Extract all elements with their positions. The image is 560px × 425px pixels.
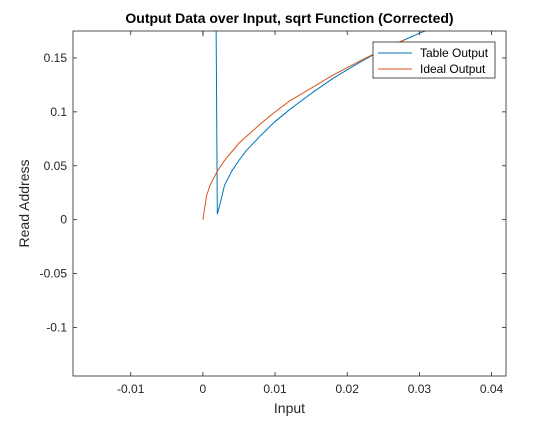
chart-title: Output Data over Input, sqrt Function (C… <box>125 10 453 26</box>
y-tick-label: 0.05 <box>44 159 68 173</box>
y-tick-label: 0.15 <box>44 51 68 65</box>
axes-box <box>72 30 507 377</box>
x-tick-label: 0.02 <box>336 382 360 396</box>
x-tick-label: -0.01 <box>117 382 145 396</box>
x-tick-label: 0.04 <box>480 382 504 396</box>
legend-label-table-output: Table Output <box>420 46 489 60</box>
axes <box>72 30 507 377</box>
tick-labels: -0.01 0 0.01 0.02 0.03 0.04 -0.1 -0.05 0 0.05 0.1 0… <box>40 51 504 396</box>
series-line-ideal-output <box>202 39 406 220</box>
legend-box <box>372 41 496 79</box>
y-tick-label: 0 <box>60 213 67 227</box>
x-axis-title: Input <box>274 400 305 416</box>
x-tick-label: 0.03 <box>408 382 432 396</box>
x-tick-label: 0 <box>200 382 207 396</box>
y-tick-label: 0.1 <box>50 105 67 119</box>
legend: Table Output Ideal Output <box>372 41 496 79</box>
y-axis-title: Read Address <box>16 160 32 248</box>
y-tick-label: -0.1 <box>46 320 67 334</box>
legend-label-ideal-output: Ideal Output <box>420 62 486 76</box>
plot-area <box>73 31 506 376</box>
y-tick-label: -0.05 <box>40 267 68 281</box>
x-tick-label: 0.01 <box>263 382 287 396</box>
